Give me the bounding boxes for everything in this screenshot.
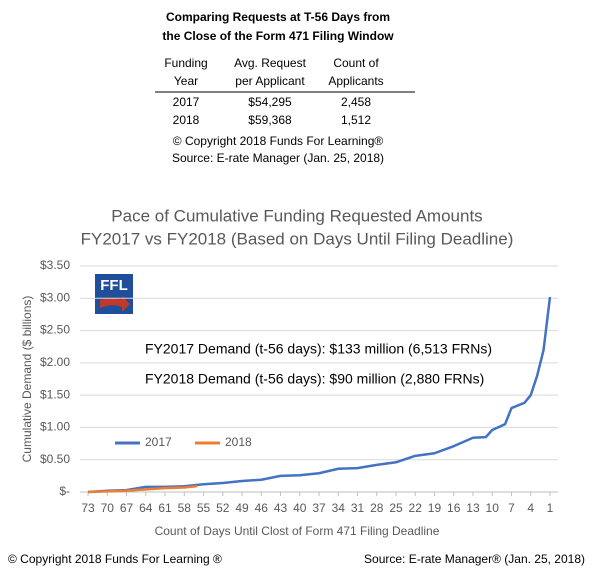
x-tick-label: 40 xyxy=(293,501,307,515)
table-cell: $59,368 xyxy=(248,113,292,127)
logo-arrow xyxy=(100,296,130,312)
y-tick-label: $2.00 xyxy=(40,355,70,369)
table-copyright: © Copyright 2018 Funds For Learning® xyxy=(173,134,384,148)
x-tick-label: 49 xyxy=(235,501,249,515)
x-tick-label: 73 xyxy=(81,501,95,515)
x-tick-label: 31 xyxy=(351,501,365,515)
logo: FFL xyxy=(95,274,133,314)
table-cell: 2,458 xyxy=(341,95,371,109)
table-source: Source: E-rate Manager (Jan. 25, 2018) xyxy=(172,151,384,165)
x-tick-label: 55 xyxy=(197,501,211,515)
table-cell: 1,512 xyxy=(341,113,371,127)
annotation: FY2017 Demand (t-56 days): $133 million … xyxy=(145,341,492,357)
table-cell: 2017 xyxy=(173,95,200,109)
x-tick-label: 1 xyxy=(547,501,554,515)
x-tick-label: 10 xyxy=(486,501,500,515)
x-tick-label: 61 xyxy=(158,501,172,515)
series-line xyxy=(87,296,552,494)
x-tick-label: 37 xyxy=(312,501,326,515)
footer-source: Source: E-rate Manager® (Jan. 25, 2018) xyxy=(364,552,585,566)
table-header: Funding xyxy=(164,56,207,70)
table-title: the Close of the Form 471 Filing Window xyxy=(162,29,394,43)
chart-title: FY2017 vs FY2018 (Based on Days Until Fi… xyxy=(81,229,514,248)
table-header: per Applicant xyxy=(235,74,305,88)
y-tick-label: $3.00 xyxy=(40,290,70,304)
annotation: FY2018 Demand (t-56 days): $90 million (… xyxy=(145,371,484,387)
logo-text: FFL xyxy=(100,277,128,294)
y-tick-label: $- xyxy=(59,484,70,498)
x-tick-label: 46 xyxy=(255,501,269,515)
x-tick-label: 70 xyxy=(101,501,115,515)
x-tick-label: 13 xyxy=(466,501,480,515)
x-tick-label: 28 xyxy=(370,501,384,515)
y-tick-label: $2.50 xyxy=(40,323,70,337)
legend-label: 2018 xyxy=(225,435,252,449)
table-header: Year xyxy=(174,74,198,88)
x-tick-label: 16 xyxy=(447,501,461,515)
table-header: Count of xyxy=(333,56,379,70)
table-cell: 2018 xyxy=(173,113,200,127)
y-axis-label: Cumulative Demand ($ billions) xyxy=(20,296,34,463)
legend-label: 2017 xyxy=(145,435,172,449)
x-tick-label: 34 xyxy=(332,501,346,515)
y-tick-label: $3.50 xyxy=(40,258,70,272)
x-tick-label: 43 xyxy=(274,501,288,515)
y-tick-label: $1.00 xyxy=(40,420,70,434)
series-line xyxy=(87,484,198,494)
y-tick-label: $1.50 xyxy=(40,387,70,401)
x-tick-label: 22 xyxy=(409,501,423,515)
table-cell: $54,295 xyxy=(248,95,292,109)
x-tick-label: 52 xyxy=(216,501,230,515)
x-tick-label: 4 xyxy=(527,501,534,515)
x-tick-label: 67 xyxy=(120,501,134,515)
table-header: Applicants xyxy=(328,74,383,88)
chart-title: Pace of Cumulative Funding Requested Amo… xyxy=(111,206,482,225)
x-tick-label: 19 xyxy=(428,501,442,515)
y-tick-label: $0.50 xyxy=(40,452,70,466)
table-title: Comparing Requests at T-56 Days from xyxy=(166,10,390,24)
x-tick-label: 64 xyxy=(139,501,153,515)
x-tick-label: 25 xyxy=(389,501,403,515)
x-tick-label: 58 xyxy=(178,501,192,515)
table-header: Avg. Request xyxy=(234,56,306,70)
x-axis-label: Count of Days Until Clost of Form 471 Fi… xyxy=(155,524,440,538)
x-tick-label: 7 xyxy=(508,501,515,515)
footer-copyright: © Copyright 2018 Funds For Learning ® xyxy=(8,552,222,566)
